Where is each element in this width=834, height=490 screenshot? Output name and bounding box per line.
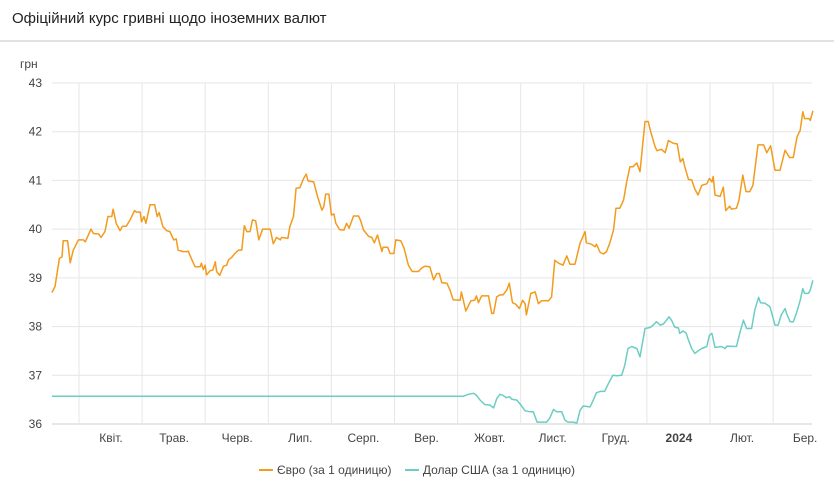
y-tick-label: 42 <box>29 125 43 139</box>
legend: Євро (за 1 одиницю) Долар США (за 1 один… <box>0 460 834 477</box>
y-tick-label: 37 <box>29 368 43 382</box>
page-title: Офіційний курс гривні щодо іноземних вал… <box>12 10 327 27</box>
x-tick-label: Груд. <box>602 431 630 445</box>
y-tick-label: 40 <box>29 222 43 236</box>
y-tick-label: 41 <box>29 173 43 187</box>
usd-series-line <box>51 280 814 424</box>
x-tick-label: Жовт. <box>474 431 505 445</box>
x-tick-label: Вер. <box>414 431 439 445</box>
x-tick-label: Лист. <box>539 431 567 445</box>
legend-swatch-euro <box>258 469 273 471</box>
legend-item-usd[interactable]: Долар США (за 1 одиницю) <box>404 463 576 477</box>
x-tick-label: Бер. <box>793 431 818 445</box>
legend-label-usd: Долар США (за 1 одиницю) <box>422 463 576 477</box>
header: Офіційний курс гривні щодо іноземних вал… <box>0 0 834 42</box>
x-tick-label: 2024 <box>666 431 693 445</box>
y-tick-label: 43 <box>29 76 43 90</box>
x-tick-label: Трав. <box>159 431 189 445</box>
x-tick-label: Лип. <box>288 431 312 445</box>
x-tick-label: Черв. <box>222 431 253 445</box>
legend-swatch-usd <box>404 469 419 471</box>
y-tick-label: 36 <box>29 417 43 431</box>
y-tick-label: 38 <box>29 320 43 334</box>
x-tick-label: Квіт. <box>99 431 123 445</box>
legend-label-euro: Євро (за 1 одиницю) <box>276 463 392 477</box>
y-axis-label: грн <box>20 57 38 71</box>
x-tick-label: Лют. <box>730 431 754 445</box>
euro-series-line <box>51 110 814 316</box>
legend-item-euro[interactable]: Євро (за 1 одиницю) <box>258 463 392 477</box>
y-tick-label: 39 <box>29 271 43 285</box>
x-tick-label: Серп. <box>347 431 379 445</box>
